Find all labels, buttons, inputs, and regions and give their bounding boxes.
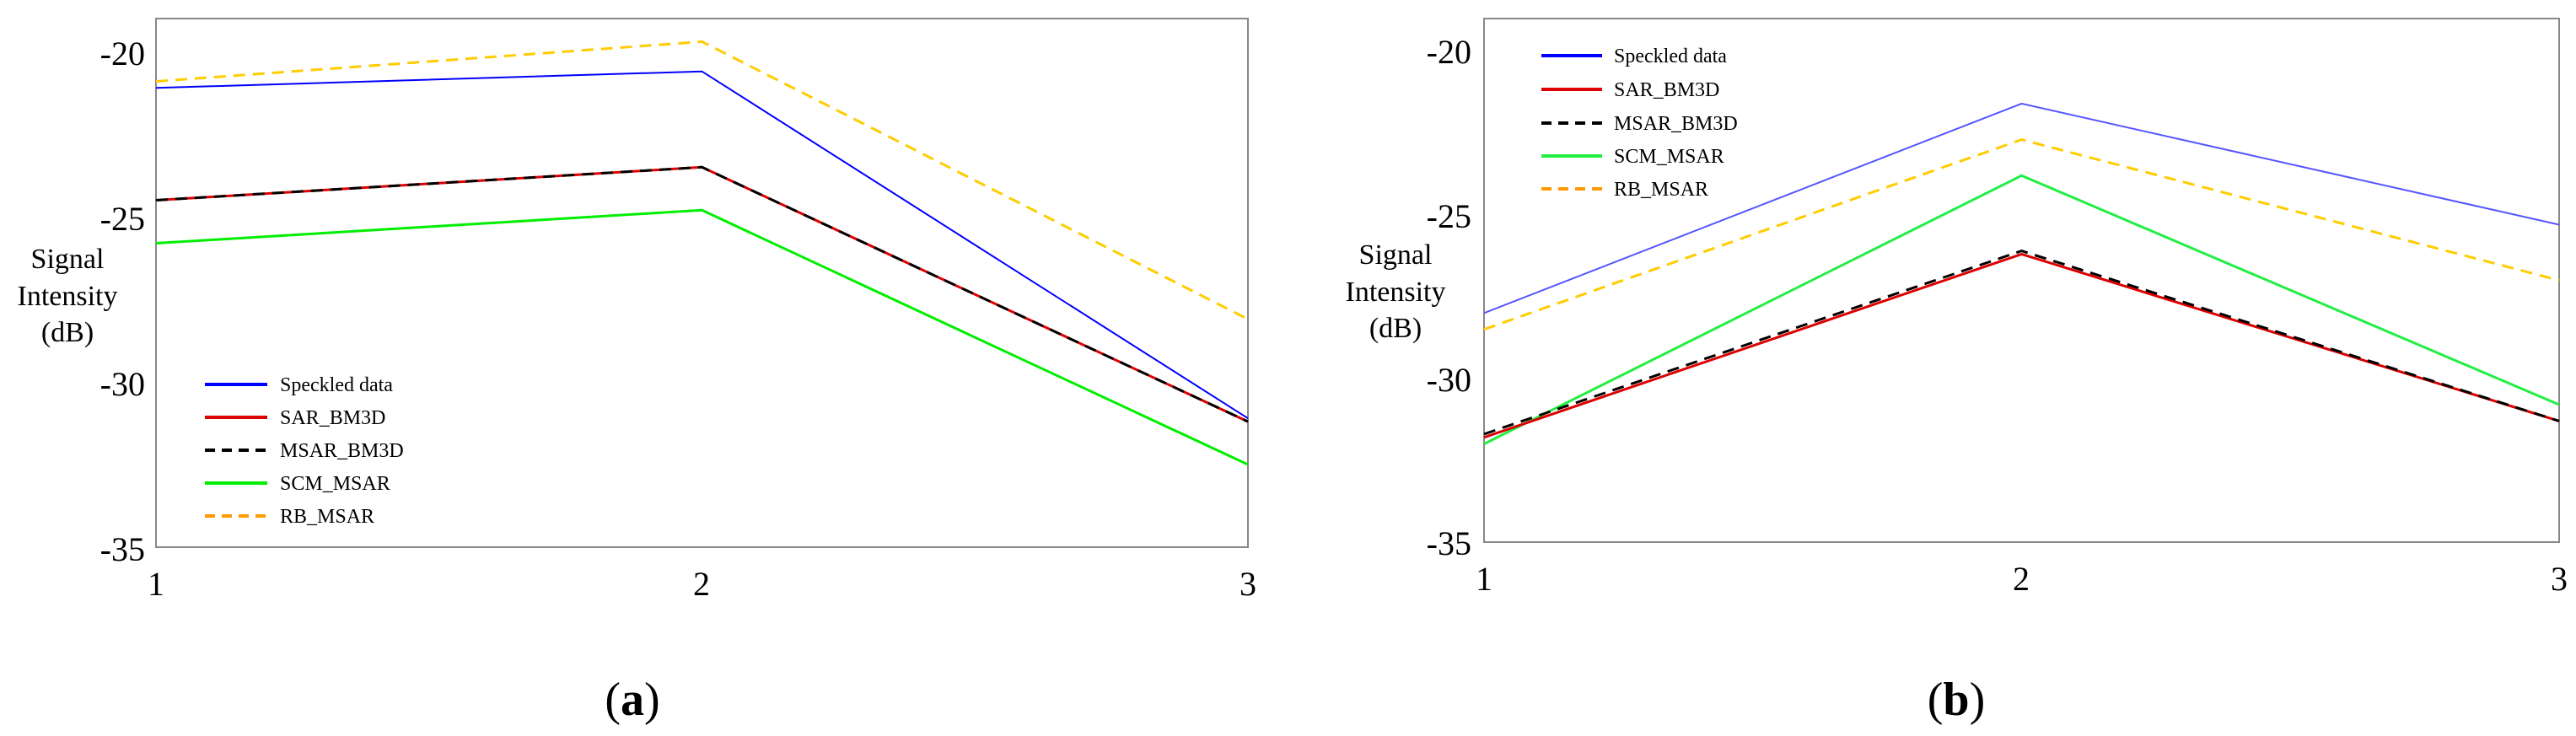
legend-label-rb-msar: RB_MSAR [280, 506, 374, 528]
legend-label-msar-bm3d: MSAR_BM3D [280, 440, 404, 462]
legend-label-rb-msar: RB_MSAR [1614, 179, 1708, 201]
legend-label-scm-msar: SCM_MSAR [1614, 146, 1724, 168]
x-tick-label: 3 [1240, 565, 1256, 603]
ylabel-line: Signal [1359, 239, 1433, 271]
chart-b-ylabel: Signal Intensity (dB) [1346, 239, 1446, 344]
chart-b-yticks: -20 -25 -30 -35 [1427, 33, 1471, 562]
chart-a-ylabel: Signal Intensity (dB) [18, 244, 118, 348]
x-tick-label: 1 [1476, 560, 1492, 598]
chart-a-yticks: -20 -25 -30 -35 [100, 35, 145, 568]
chart-b-legend: Speckled data SAR_BM3D MSAR_BM3D SCM_MSA… [1541, 46, 1738, 201]
legend-label-msar-bm3d: MSAR_BM3D [1614, 113, 1738, 135]
legend-label-speckled-data: Speckled data [1614, 46, 1727, 67]
legend-label-sar-bm3d: SAR_BM3D [1614, 79, 1719, 101]
panel-label-open: ( [1928, 674, 1944, 726]
series-line-msar-bm3d [155, 165, 1249, 423]
ylabel-line: Intensity [18, 281, 118, 312]
legend-label-scm-msar: SCM_MSAR [280, 473, 390, 495]
x-tick-label: 1 [148, 565, 164, 603]
y-tick-label: -25 [100, 200, 145, 238]
chart-b-xticks: 1 2 3 [1476, 560, 2568, 598]
x-tick-label: 2 [693, 565, 710, 603]
panel-label-b: (b) [1928, 674, 1985, 726]
chart-a-legend: Speckled data SAR_BM3D MSAR_BM3D SCM_MSA… [205, 374, 404, 528]
y-tick-label: -20 [1427, 33, 1471, 71]
series-line-rb-msar [155, 40, 1249, 320]
panel-label-close: ) [1970, 674, 1986, 726]
series-line-speckled-data [1483, 102, 2560, 314]
series-line-scm-msar [1483, 174, 2560, 445]
ylabel-line: (dB) [1369, 313, 1422, 344]
chart-b-series-group [1483, 102, 2560, 445]
panel-label-close: ) [644, 674, 660, 726]
legend-label-speckled-data: Speckled data [280, 374, 393, 396]
y-tick-label: -30 [100, 365, 145, 403]
panel-label-letter: b [1943, 674, 1969, 726]
ylabel-line: (dB) [41, 317, 94, 348]
y-tick-label: -20 [100, 35, 145, 73]
legend-label-sar-bm3d: SAR_BM3D [280, 407, 385, 429]
chart-a-series-group [155, 40, 1249, 466]
series-line-sar-bm3d [1483, 252, 2560, 439]
chart-a: -20 -25 -30 -35 1 2 3 Signal Intensity (… [18, 18, 1256, 726]
series-line-rb-msar [1483, 138, 2560, 331]
series-line-speckled-data [155, 70, 1249, 420]
chart-b: -20 -25 -30 -35 1 2 3 Signal Intensity (… [1346, 18, 2568, 726]
y-tick-label: -35 [100, 530, 145, 568]
chart-a-xticks: 1 2 3 [148, 565, 1256, 603]
chart-a-frame [155, 18, 1249, 548]
ylabel-line: Intensity [1346, 277, 1446, 308]
x-tick-label: 2 [2013, 560, 2030, 598]
x-tick-label: 3 [2551, 560, 2568, 598]
y-tick-label: -35 [1427, 524, 1471, 562]
series-line-scm-msar [155, 208, 1249, 466]
y-tick-label: -30 [1427, 361, 1471, 399]
series-line-msar-bm3d [1483, 250, 2560, 436]
ylabel-line: Signal [31, 244, 105, 275]
y-tick-label: -25 [1427, 197, 1471, 235]
panel-label-a: (a) [605, 674, 659, 726]
panel-label-letter: a [621, 674, 644, 726]
panel-label-open: ( [605, 674, 621, 726]
